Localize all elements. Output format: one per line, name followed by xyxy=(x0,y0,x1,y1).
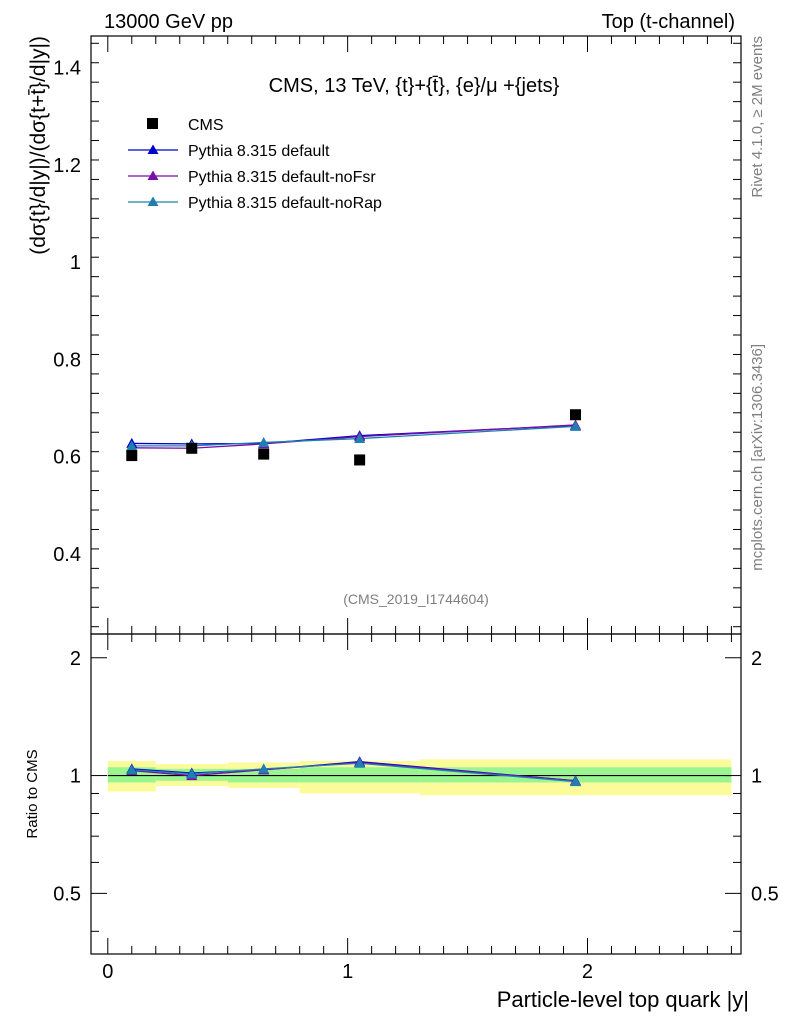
ratio-panel: 0.5 0.5 1 1 2 2 Ratio to CMS xyxy=(24,633,779,955)
legend-label-cms: CMS xyxy=(188,117,224,134)
x-axis-label: Particle-level top quark |y| xyxy=(497,987,749,1012)
y-axis-label: (dσ{t}/d|y|)/(dσ{t+t̄}/d|y|) xyxy=(27,36,50,255)
x-tick-label: 2 xyxy=(582,961,593,983)
x-tick-label: 0 xyxy=(102,961,113,983)
point-cms xyxy=(354,454,366,466)
rivet-label: Rivet 4.1.0, ≥ 2M events xyxy=(749,36,766,198)
line-nofsr xyxy=(131,424,576,449)
point-norap xyxy=(258,436,270,447)
legend-entry-norap: Pythia 8.315 default-noRap xyxy=(128,195,382,212)
y-tick-label: 1.4 xyxy=(53,58,81,80)
y-tick-label: 0.6 xyxy=(53,447,81,469)
ratio-point-norap xyxy=(570,776,582,787)
legend-entry-nofsr: Pythia 8.315 default-noFsr xyxy=(128,169,376,186)
chart-title: CMS, 13 TeV, {t}+{t̄}, {e}/μ +{jets} xyxy=(269,75,560,97)
legend-entry-default: Pythia 8.315 default xyxy=(128,143,330,160)
header-left: 13000 GeV pp xyxy=(104,11,233,33)
y-tick-label: 1 xyxy=(70,252,81,274)
ratio-band-inner xyxy=(299,767,420,783)
ratio-y-tick-label: 2 xyxy=(70,648,81,670)
y-tick-label: 0.8 xyxy=(53,349,81,371)
point-norap xyxy=(354,433,366,444)
ratio-y-tick-label-right: 1 xyxy=(751,766,762,788)
point-norap xyxy=(126,440,138,451)
point-cms xyxy=(258,448,270,460)
watermark: (CMS_2019_I1744604) xyxy=(343,591,489,607)
header-right: Top (t-channel) xyxy=(602,11,735,33)
ratio-point-norap xyxy=(258,763,270,774)
ratio-y-tick-label: 0.5 xyxy=(53,883,81,905)
ratio-y-tick-label-right: 2 xyxy=(751,648,762,670)
point-norap xyxy=(570,420,582,431)
y-tick-label: 0.4 xyxy=(53,544,81,566)
x-tick-label: 1 xyxy=(342,961,353,983)
legend-marker-cms xyxy=(147,118,158,129)
legend-marker-default xyxy=(147,144,159,154)
point-cms xyxy=(570,409,582,421)
legend-marker-nofsr xyxy=(147,170,159,180)
y-tick-label: 1.2 xyxy=(53,155,81,177)
ratio-band-inner xyxy=(419,767,732,783)
legend: CMS Pythia 8.315 default Pythia 8.315 de… xyxy=(128,117,382,212)
point-cms xyxy=(186,442,198,454)
legend-label-nofsr: Pythia 8.315 default-noFsr xyxy=(188,169,376,186)
ratio-y-tick-label: 1 xyxy=(70,766,81,788)
ratio-y-axis-label: Ratio to CMS xyxy=(24,749,41,838)
ratio-frame xyxy=(90,633,742,955)
ratio-point-norap xyxy=(354,757,366,768)
main-panel: 0.4 0.6 0.8 1 1.2 1.4 CMS, 13 TeV, {t}+{t̄}, … xyxy=(27,35,742,635)
legend-entry-cms: CMS xyxy=(147,117,224,134)
point-cms xyxy=(126,450,138,462)
ratio-point-norap xyxy=(186,768,198,779)
legend-marker-norap xyxy=(147,196,159,206)
mcplots-label: mcplots.cern.ch [arXiv:1306.3436] xyxy=(749,344,766,571)
ratio-y-tick-label-right: 0.5 xyxy=(751,883,779,905)
ratio-point-norap xyxy=(126,764,138,775)
legend-label-norap: Pythia 8.315 default-noRap xyxy=(188,195,382,212)
legend-label-default: Pythia 8.315 default xyxy=(188,143,330,160)
